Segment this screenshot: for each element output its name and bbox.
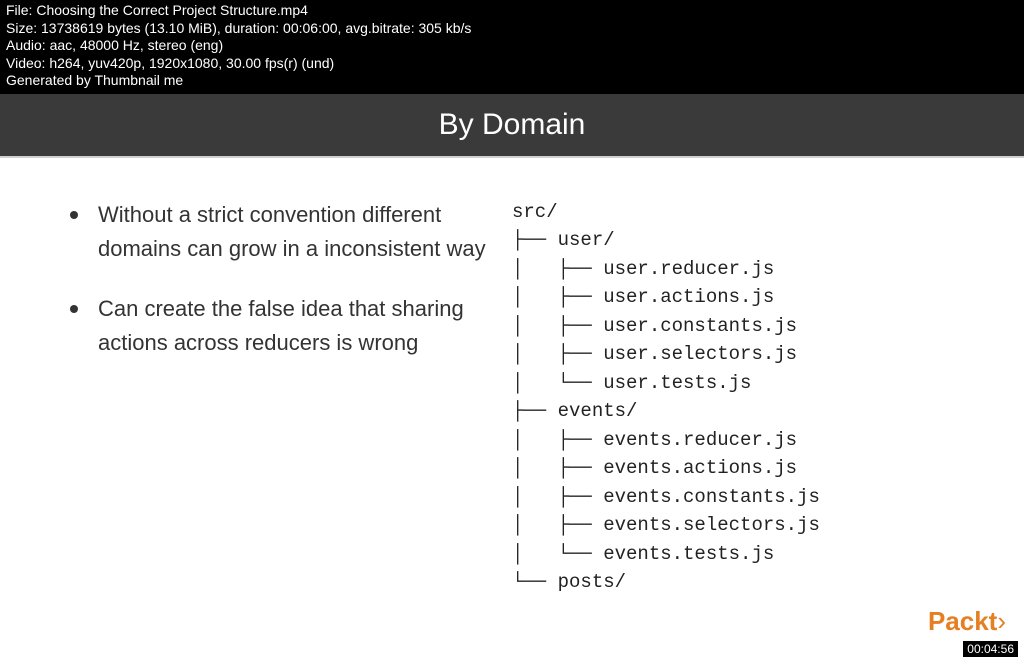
brand-angle-icon: › [997,606,1006,636]
brand-name: Packt [928,606,997,636]
tree-line: src/ [512,198,994,227]
tree-line: │ ├── events.selectors.js [512,511,994,540]
slide-title: By Domain [439,108,586,141]
tree-line: └── posts/ [512,568,994,597]
tree-line: │ ├── user.reducer.js [512,255,994,284]
video-thumbnail-frame: File: Choosing the Correct Project Struc… [0,0,1024,659]
tree-line: │ ├── user.constants.js [512,312,994,341]
bullet-item: Can create the false idea that sharing a… [70,292,492,360]
slide-title-bar: By Domain [0,94,1024,158]
tree-line: ├── user/ [512,226,994,255]
file-tree-column: src/ ├── user/ │ ├── user.reducer.js │ ├… [512,198,994,597]
meta-audio: Audio: aac, 48000 Hz, stereo (eng) [6,37,1018,55]
brand-logo: Packt› [928,606,1006,637]
tree-line: ├── events/ [512,397,994,426]
timestamp-overlay: 00:04:56 [963,641,1018,657]
bullet-item: Without a strict convention different do… [70,198,492,266]
tree-line: │ └── events.tests.js [512,540,994,569]
bullet-list-column: Without a strict convention different do… [30,198,512,597]
tree-line: │ ├── events.actions.js [512,454,994,483]
tree-line: │ ├── events.constants.js [512,483,994,512]
bullet-list: Without a strict convention different do… [70,198,492,360]
tree-line: │ ├── user.actions.js [512,283,994,312]
slide-content: Without a strict convention different do… [0,158,1024,597]
tree-line: │ ├── user.selectors.js [512,340,994,369]
tree-line: │ └── user.tests.js [512,369,994,398]
tree-line: │ ├── events.reducer.js [512,426,994,455]
meta-video: Video: h264, yuv420p, 1920x1080, 30.00 f… [6,55,1018,73]
metadata-overlay: File: Choosing the Correct Project Struc… [0,0,1024,94]
meta-file: File: Choosing the Correct Project Struc… [6,2,1018,20]
meta-size: Size: 13738619 bytes (13.10 MiB), durati… [6,20,1018,38]
meta-generator: Generated by Thumbnail me [6,72,1018,90]
